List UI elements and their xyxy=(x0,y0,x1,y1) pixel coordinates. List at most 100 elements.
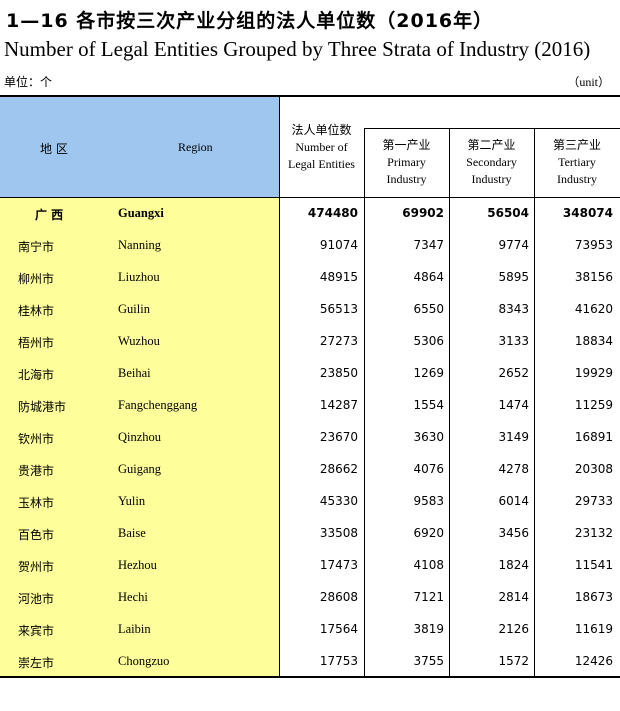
cell-total: 23670 xyxy=(319,430,358,444)
table-row: 梧州市 Wuzhou 27273 5306 3133 18834 xyxy=(0,326,620,358)
cell-secondary: 56504 xyxy=(487,206,529,220)
cell-tertiary: 20308 xyxy=(574,462,613,476)
header-primary-english-line1: Primary xyxy=(387,155,426,169)
header-total-chinese: 法人单位数 xyxy=(291,123,352,137)
cell-primary: 7347 xyxy=(413,238,444,252)
header-secondary-english-line2: Industry xyxy=(471,172,512,186)
cell-tertiary: 11259 xyxy=(574,398,613,412)
cell-total: 56513 xyxy=(319,302,358,316)
cell-total: 91074 xyxy=(319,238,358,252)
header-total-english-line1: Number of xyxy=(295,140,348,154)
cell-primary: 1269 xyxy=(413,366,444,380)
region-name-english: Chongzuo xyxy=(118,654,170,668)
cell-total: 474480 xyxy=(307,206,358,220)
table-row: 百色市 Baise 33508 6920 3456 23132 xyxy=(0,518,620,550)
table-row: 柳州市 Liuzhou 48915 4864 5895 38156 xyxy=(0,262,620,294)
table-row-total: 广 西 Guangxi 474480 69902 56504 348074 xyxy=(0,198,620,230)
region-name-chinese: 百色市 xyxy=(18,528,55,542)
cell-secondary: 3456 xyxy=(498,526,529,540)
header-tertiary-english-line2: Industry xyxy=(557,172,597,186)
header-tertiary-english-line1: Tertiary xyxy=(558,155,596,169)
cell-tertiary: 16891 xyxy=(574,430,613,444)
table-row: 玉林市 Yulin 45330 9583 6014 29733 xyxy=(0,486,620,518)
region-name-english: Baise xyxy=(118,526,146,540)
table-row: 钦州市 Qinzhou 23670 3630 3149 16891 xyxy=(0,422,620,454)
region-name-english: Guilin xyxy=(118,302,150,316)
header-tertiary-chinese: 第三产业 xyxy=(552,138,601,152)
region-name-english: Qinzhou xyxy=(118,430,162,444)
header-primary-english-line2: Industry xyxy=(386,172,427,186)
cell-primary: 7121 xyxy=(413,590,444,604)
region-name-english: Guangxi xyxy=(118,206,164,220)
cell-tertiary: 11541 xyxy=(574,558,613,572)
cell-total: 48915 xyxy=(319,270,358,284)
cell-primary: 5306 xyxy=(413,334,444,348)
header-primary-column: 第一产业 Primary Industry xyxy=(364,137,449,188)
cell-primary: 3755 xyxy=(413,654,444,668)
table-row: 来宾市 Laibin 17564 3819 2126 11619 xyxy=(0,614,620,646)
region-column-background xyxy=(0,198,279,678)
region-name-english: Nanning xyxy=(118,238,162,252)
region-name-chinese: 河池市 xyxy=(18,592,55,606)
cell-primary: 9583 xyxy=(413,494,444,508)
cell-tertiary: 11619 xyxy=(574,622,613,636)
cell-secondary: 1824 xyxy=(498,558,529,572)
subheader-rule xyxy=(364,128,620,129)
cell-total: 28662 xyxy=(319,462,358,476)
region-name-chinese: 梧州市 xyxy=(18,336,55,350)
cell-secondary: 2814 xyxy=(498,590,529,604)
header-secondary-column: 第二产业 Secondary Industry xyxy=(449,137,534,188)
cell-secondary: 4278 xyxy=(498,462,529,476)
header-bottom-rule xyxy=(0,197,620,198)
cell-total: 14287 xyxy=(319,398,358,412)
region-name-english: Hezhou xyxy=(118,558,157,572)
cell-tertiary: 29733 xyxy=(574,494,613,508)
cell-tertiary: 12426 xyxy=(574,654,613,668)
cell-secondary: 8343 xyxy=(498,302,529,316)
cell-primary: 4864 xyxy=(413,270,444,284)
header-region-background xyxy=(0,95,279,198)
cell-primary: 6550 xyxy=(413,302,444,316)
header-region-chinese: 地 区 xyxy=(40,142,68,156)
header-primary-chinese: 第一产业 xyxy=(382,138,431,152)
cell-secondary: 6014 xyxy=(498,494,529,508)
cell-primary: 1554 xyxy=(413,398,444,412)
table-top-rule xyxy=(0,95,620,97)
title-chinese: 1—16 各市按三次产业分组的法人单位数（2016年） xyxy=(6,10,494,32)
table-row: 河池市 Hechi 28608 7121 2814 18673 xyxy=(0,582,620,614)
region-name-chinese: 南宁市 xyxy=(18,240,55,254)
cell-total: 28608 xyxy=(319,590,358,604)
cell-secondary: 2126 xyxy=(498,622,529,636)
region-name-chinese: 钦州市 xyxy=(18,432,55,446)
unit-label-chinese: 单位：个 xyxy=(4,75,53,89)
region-divider-line xyxy=(279,95,280,678)
region-name-english: Laibin xyxy=(118,622,151,636)
region-name-chinese: 桂林市 xyxy=(18,304,55,318)
cell-primary: 3630 xyxy=(413,430,444,444)
region-name-english: Beihai xyxy=(118,366,151,380)
cell-total: 17473 xyxy=(319,558,358,572)
cell-tertiary: 19929 xyxy=(574,366,613,380)
column-divider-line xyxy=(534,128,535,678)
legal-entities-table: 地 区 Region 法人单位数 Number of Legal Entitie… xyxy=(0,95,620,678)
cell-total: 17753 xyxy=(319,654,358,668)
cell-tertiary: 41620 xyxy=(574,302,613,316)
table-row: 北海市 Beihai 23850 1269 2652 19929 xyxy=(0,358,620,390)
cell-secondary: 1474 xyxy=(498,398,529,412)
unit-label-english: （unit） xyxy=(567,75,610,89)
table-bottom-rule xyxy=(0,676,620,678)
cell-primary: 6920 xyxy=(413,526,444,540)
region-name-chinese: 北海市 xyxy=(18,368,55,382)
column-divider-line xyxy=(449,128,450,678)
cell-secondary: 2652 xyxy=(498,366,529,380)
region-name-chinese: 贵港市 xyxy=(18,464,55,478)
cell-secondary: 3133 xyxy=(498,334,529,348)
cell-total: 23850 xyxy=(319,366,358,380)
cell-total: 17564 xyxy=(319,622,358,636)
header-secondary-chinese: 第二产业 xyxy=(467,138,516,152)
region-name-chinese: 广 西 xyxy=(35,208,64,222)
cell-tertiary: 23132 xyxy=(574,526,613,540)
region-name-english: Guigang xyxy=(118,462,162,476)
cell-total: 33508 xyxy=(319,526,358,540)
header-total-english-line2: Legal Entities xyxy=(288,157,355,171)
